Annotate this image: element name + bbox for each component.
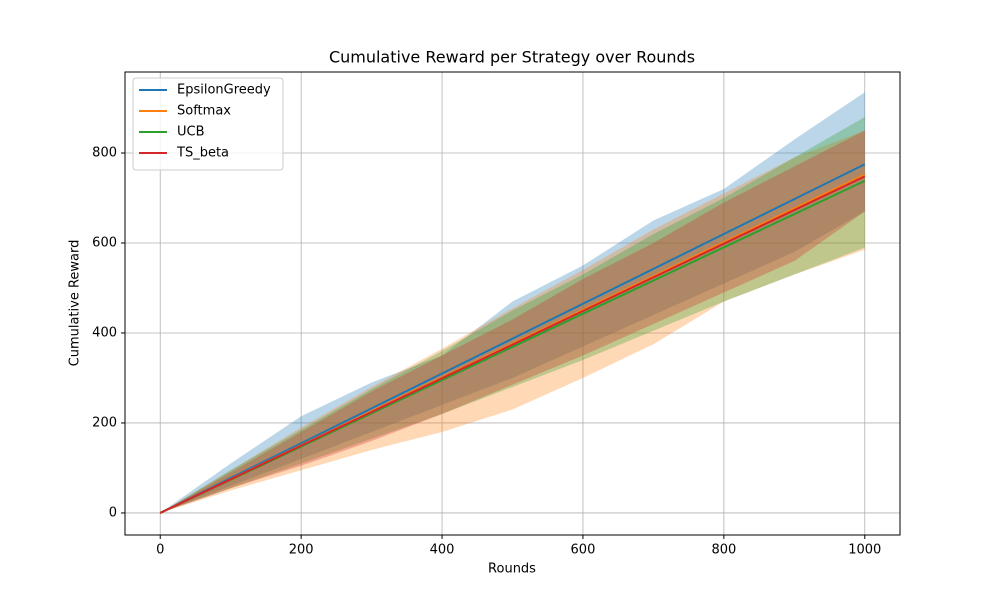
x-tick-label: 400 xyxy=(430,543,455,558)
y-tick-label: 200 xyxy=(92,415,117,430)
x-axis-label: Rounds xyxy=(488,562,536,577)
y-tick-label: 0 xyxy=(109,505,117,520)
confidence-band xyxy=(160,130,865,513)
legend-label: EpsilonGreedy xyxy=(177,83,271,98)
legend-box xyxy=(132,77,284,171)
x-tick-label: 0 xyxy=(156,543,164,558)
y-axis-label: Cumulative Reward xyxy=(68,240,83,367)
legend-label: UCB xyxy=(177,125,205,140)
x-tick-label: 800 xyxy=(711,543,736,558)
confidence-band xyxy=(160,116,865,513)
y-tick-label: 400 xyxy=(92,325,117,340)
series-line xyxy=(159,175,866,514)
confidence-band xyxy=(160,130,865,513)
x-tick-label: 200 xyxy=(289,543,314,558)
plot-frame xyxy=(124,71,901,536)
confidence-band xyxy=(160,92,865,513)
legend-label: Softmax xyxy=(177,104,231,119)
x-tick-label: 1000 xyxy=(848,543,881,558)
y-tick-label: 800 xyxy=(92,145,117,160)
series-line xyxy=(159,163,866,514)
y-tick-label: 600 xyxy=(92,235,117,250)
legend-label: TS_beta xyxy=(176,146,229,161)
x-tick-label: 600 xyxy=(571,543,596,558)
chart-title: Cumulative Reward per Strategy over Roun… xyxy=(329,48,695,67)
